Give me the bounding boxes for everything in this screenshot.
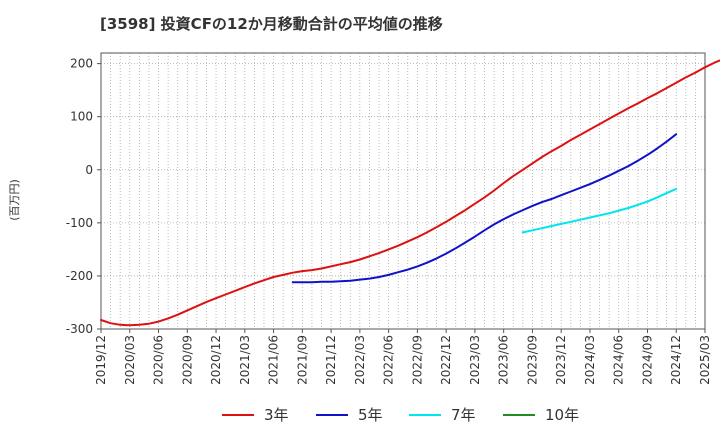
series-line-3 bbox=[521, 187, 678, 234]
x-tick-label: 2021/12 bbox=[324, 335, 338, 385]
x-tick-label: 2022/09 bbox=[410, 335, 424, 385]
x-tick-label: 2020/09 bbox=[180, 335, 194, 385]
legend-label-2: 5年 bbox=[358, 406, 383, 424]
series-line-2 bbox=[291, 133, 678, 284]
x-tick-label: 2024/12 bbox=[669, 335, 683, 385]
x-tick-label: 2021/03 bbox=[238, 335, 252, 385]
chart-title: [3598] 投資CFの12か月移動合計の平均値の推移 bbox=[100, 15, 443, 33]
y-axis-label: (百万円) bbox=[8, 179, 21, 221]
y-tick-label: -200 bbox=[66, 269, 93, 283]
x-tick-label: 2024/06 bbox=[612, 335, 626, 385]
x-tick-label: 2023/06 bbox=[497, 335, 511, 385]
x-tick-label: 2024/09 bbox=[640, 335, 654, 385]
x-tick-label: 2022/06 bbox=[382, 335, 396, 385]
x-tick-label: 2023/03 bbox=[468, 335, 482, 385]
x-tick-label: 2024/03 bbox=[583, 335, 597, 385]
x-tick-label: 2020/06 bbox=[152, 335, 166, 385]
y-tick-label: -100 bbox=[66, 216, 93, 230]
legend-label-4: 10年 bbox=[545, 406, 579, 424]
x-tick-label: 2023/12 bbox=[554, 335, 568, 385]
x-tick-label: 2019/12 bbox=[94, 335, 108, 385]
x-tick-label: 2025/03 bbox=[698, 335, 712, 385]
legend-label-1: 3年 bbox=[264, 406, 289, 424]
y-tick-label: 0 bbox=[85, 163, 93, 177]
y-tick-label: 100 bbox=[70, 110, 93, 124]
x-tick-label: 2022/03 bbox=[353, 335, 367, 385]
x-tick-label: 2021/06 bbox=[267, 335, 281, 385]
plot-frame bbox=[100, 52, 706, 330]
series-line-1 bbox=[100, 59, 720, 327]
x-tick-label: 2020/03 bbox=[123, 335, 137, 385]
x-tick-label: 2023/09 bbox=[525, 335, 539, 385]
x-tick-label: 2022/12 bbox=[439, 335, 453, 385]
x-tick-label: 2021/09 bbox=[295, 335, 309, 385]
plot-background bbox=[101, 53, 705, 329]
x-tick-label: 2020/12 bbox=[209, 335, 223, 385]
y-tick-label: 200 bbox=[70, 57, 93, 71]
legend-label-3: 7年 bbox=[451, 406, 476, 424]
legend: 3年 5年 7年 10年 bbox=[222, 406, 579, 424]
y-tick-label: -300 bbox=[66, 322, 93, 336]
